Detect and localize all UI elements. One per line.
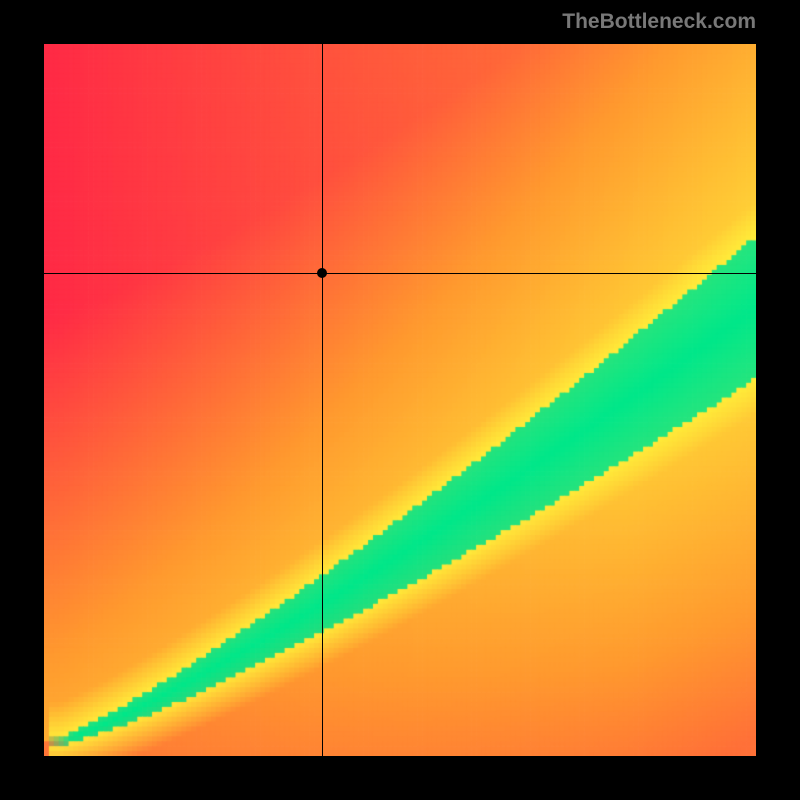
- heatmap-canvas: [44, 44, 756, 756]
- marker-dot: [317, 268, 327, 278]
- crosshair-horizontal: [44, 273, 756, 274]
- watermark-text: TheBottleneck.com: [562, 10, 756, 34]
- heatmap-plot: [44, 44, 756, 756]
- crosshair-vertical: [322, 44, 323, 756]
